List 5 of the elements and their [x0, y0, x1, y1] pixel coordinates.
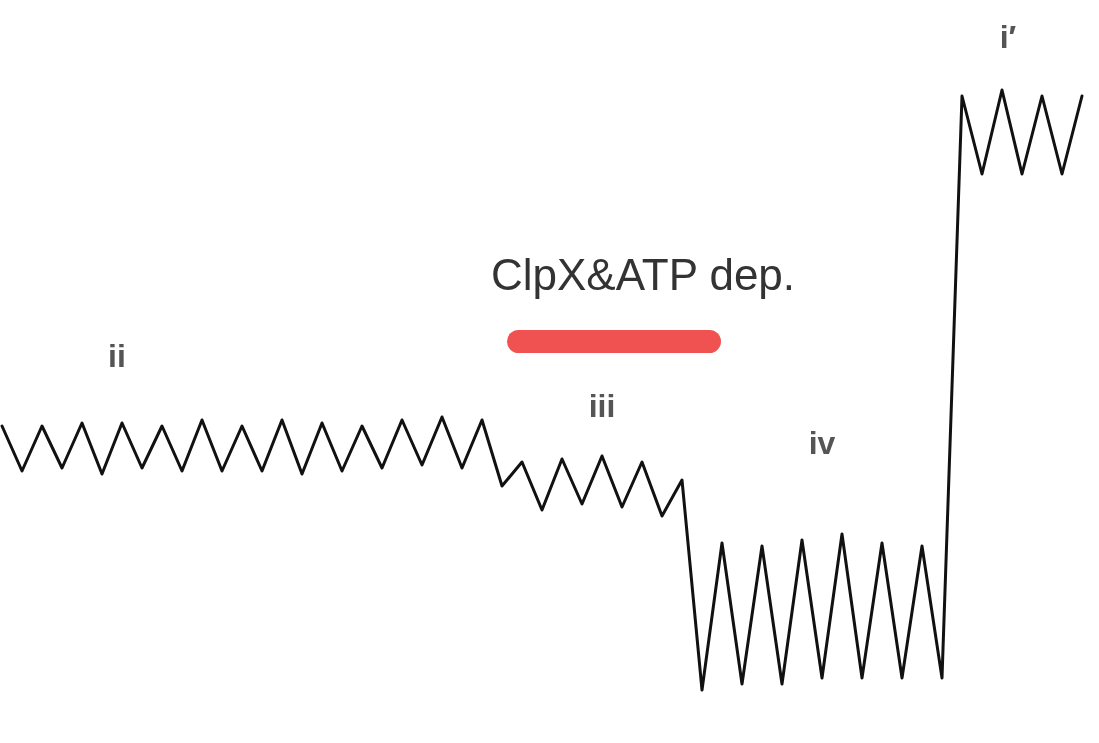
annotation: ii — [108, 338, 126, 374]
annotation: iii — [588, 388, 616, 424]
annotation: ClpX&ATP dep. — [490, 250, 796, 299]
text: i′ — [999, 19, 1017, 55]
annotation: iv — [808, 425, 836, 461]
